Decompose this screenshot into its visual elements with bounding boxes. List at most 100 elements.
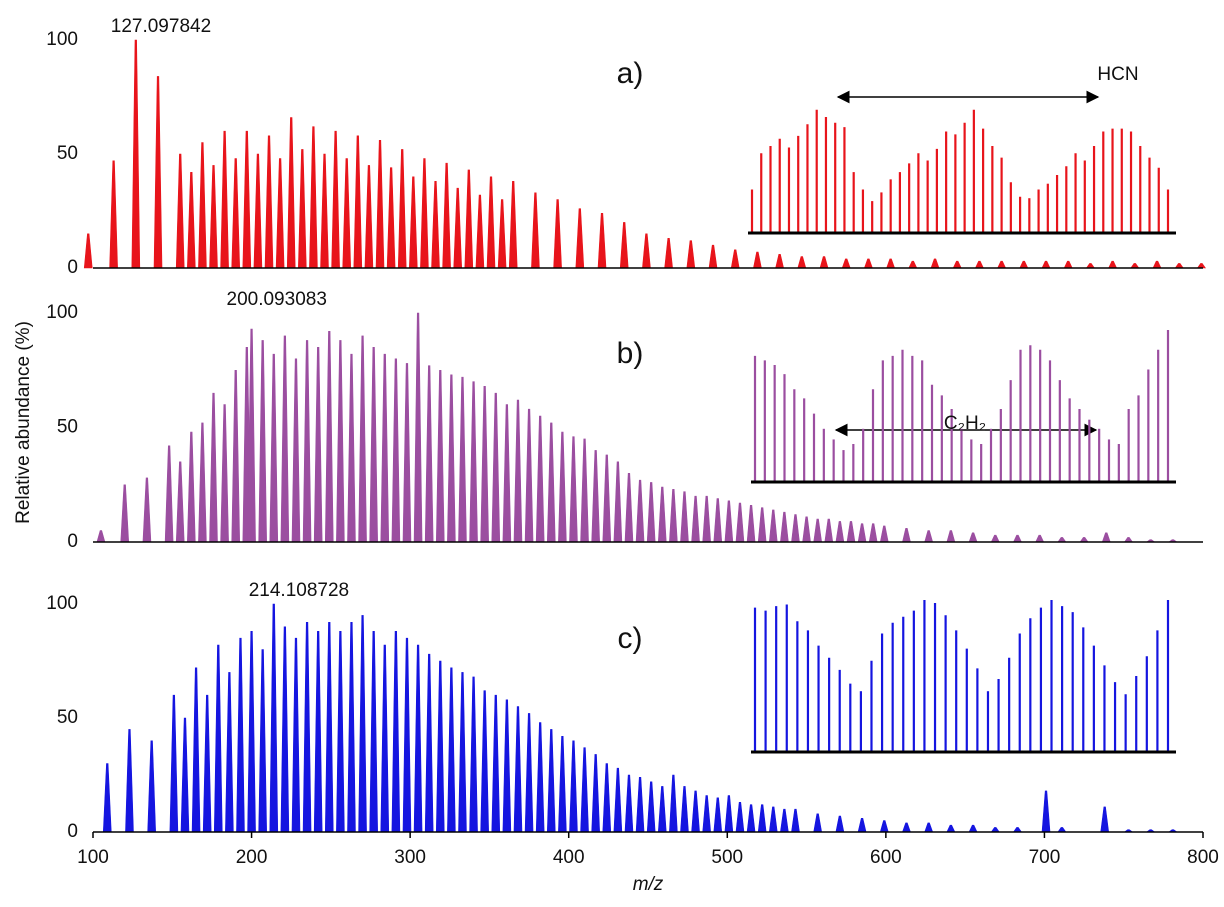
peak: [180, 717, 190, 833]
peak: [635, 479, 645, 543]
peak: [380, 353, 390, 543]
peak: [513, 706, 523, 833]
peak: [336, 340, 345, 543]
peak: [664, 238, 673, 269]
y-tick-label: 0: [67, 531, 78, 552]
peak: [902, 527, 911, 543]
peak: [280, 626, 290, 833]
peak: [974, 260, 984, 269]
peak: [735, 502, 745, 543]
peak: [125, 729, 134, 833]
peak: [813, 518, 823, 543]
peak: [686, 240, 696, 269]
peak: [558, 431, 567, 543]
peak: [757, 507, 767, 543]
peak: [258, 649, 267, 833]
peak: [247, 631, 256, 833]
peak: [835, 521, 845, 543]
peak: [1108, 260, 1118, 269]
peak: [646, 781, 656, 833]
peak: [358, 335, 367, 543]
peak: [175, 153, 185, 269]
peak: [447, 374, 456, 543]
peak: [475, 194, 485, 269]
peak: [691, 495, 700, 543]
y-tick-label: 50: [57, 707, 78, 728]
peak: [386, 167, 396, 269]
peak: [680, 786, 689, 833]
peak: [331, 130, 340, 269]
y-tick-label: 100: [46, 302, 78, 323]
peak: [680, 491, 689, 543]
peak: [353, 135, 363, 269]
peak: [535, 415, 545, 543]
peak: [169, 694, 179, 833]
panel-label: a): [617, 57, 644, 90]
peak: [619, 222, 629, 269]
peak: [879, 525, 889, 543]
peak: [591, 754, 600, 833]
peak: [602, 454, 612, 543]
peak: [391, 631, 401, 833]
peak: [391, 358, 401, 543]
peak: [147, 740, 156, 833]
peak: [435, 660, 445, 833]
peak: [253, 153, 263, 269]
peak: [691, 790, 700, 833]
x-tick-label: 200: [236, 847, 268, 868]
peak: [797, 256, 807, 269]
peak: [946, 530, 956, 543]
peak: [236, 637, 245, 833]
peak: [347, 353, 356, 543]
peak-annotation: 200.093083: [227, 289, 327, 310]
peak: [409, 176, 418, 269]
peak: [142, 477, 152, 543]
y-tick-label: 0: [67, 821, 78, 842]
peak: [424, 653, 434, 833]
peak: [1012, 534, 1022, 543]
peak: [96, 530, 106, 543]
peak: [753, 251, 762, 269]
peak: [553, 199, 562, 269]
peak: [597, 212, 607, 269]
peak: [968, 532, 978, 543]
peak: [364, 165, 374, 269]
peak: [380, 644, 390, 833]
peak: [930, 258, 940, 269]
peak: [491, 392, 501, 543]
y-axis-label: Relative abundance (%): [13, 321, 34, 524]
peak: [613, 767, 623, 833]
peak: [291, 637, 301, 833]
peak: [336, 631, 345, 833]
peak: [202, 694, 212, 833]
peak: [713, 498, 723, 543]
y-tick-label: 50: [57, 143, 78, 164]
peak: [242, 130, 252, 269]
peak: [575, 208, 585, 269]
peak: [324, 621, 334, 833]
peak: [997, 260, 1007, 269]
peak: [275, 158, 285, 269]
peak: [819, 256, 829, 269]
peak: [486, 176, 496, 269]
peak: [1100, 806, 1110, 833]
peak: [642, 233, 651, 269]
peak: [886, 258, 896, 269]
peak: [613, 461, 623, 543]
peak-annotation: 127.097842: [111, 16, 211, 37]
peak-annotation: 214.108728: [249, 580, 349, 601]
peak: [447, 667, 456, 833]
peak: [109, 160, 118, 269]
peak: [342, 158, 352, 269]
peak: [624, 774, 634, 833]
panel-label: c): [618, 622, 643, 655]
peak: [442, 162, 451, 269]
peak: [1019, 260, 1029, 269]
x-tick-label: 100: [77, 847, 109, 868]
peak: [569, 436, 578, 543]
peak: [635, 776, 645, 833]
x-axis-label: m/z: [633, 874, 664, 895]
peak: [508, 181, 518, 269]
panel-label: b): [617, 337, 644, 370]
